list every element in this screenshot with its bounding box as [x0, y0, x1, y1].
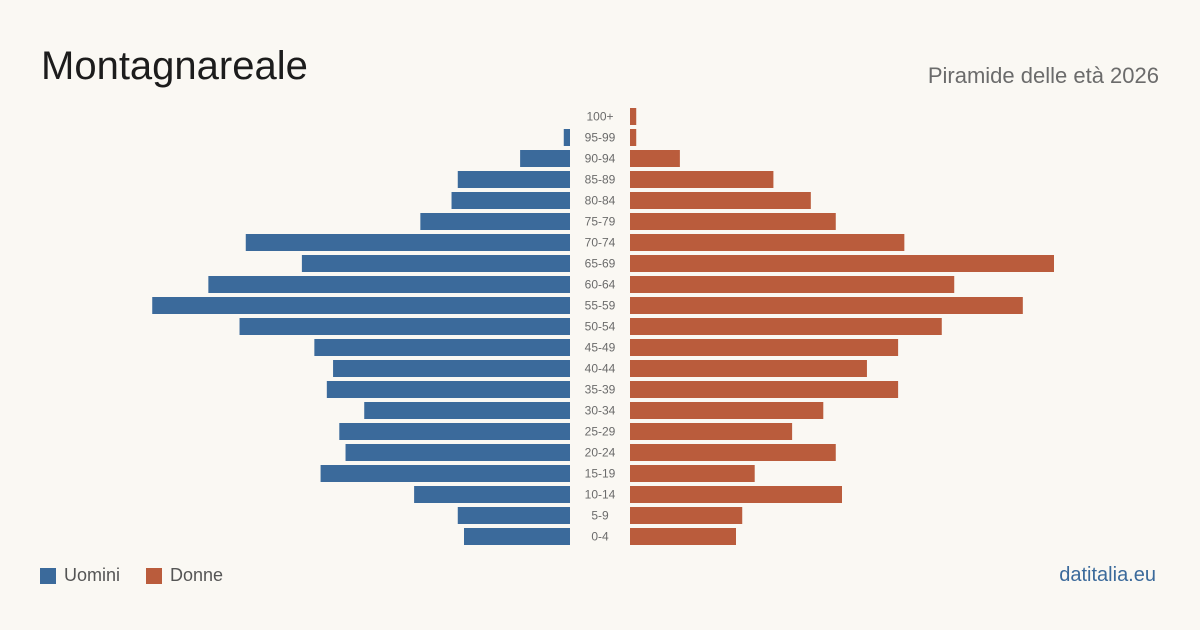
- age-label-55-59: 55-59: [585, 299, 616, 313]
- age-label-40-44: 40-44: [585, 362, 616, 376]
- bar-women-5-9: [630, 507, 743, 524]
- bar-men-10-14: [414, 486, 570, 503]
- bar-women-35-39: [630, 381, 899, 398]
- bar-men-80-84: [451, 192, 570, 209]
- bar-men-15-19: [320, 465, 570, 482]
- bar-women-25-29: [630, 423, 793, 440]
- bar-men-50-54: [239, 318, 570, 335]
- legend-swatch-women: [146, 567, 163, 584]
- age-label-25-29: 25-29: [585, 425, 616, 439]
- bar-men-95-99: [563, 129, 570, 146]
- bar-women-95-99: [630, 129, 637, 146]
- age-label-90-94: 90-94: [585, 152, 616, 166]
- bar-men-5-9: [457, 507, 570, 524]
- age-label-80-84: 80-84: [585, 194, 616, 208]
- brand-link[interactable]: datitalia.eu: [1059, 564, 1156, 586]
- bar-women-80-84: [630, 192, 811, 209]
- age-label-15-19: 15-19: [585, 467, 616, 481]
- age-label-95-99: 95-99: [585, 131, 616, 145]
- bar-men-45-49: [314, 339, 570, 356]
- bar-men-90-94: [520, 150, 570, 167]
- bar-women-20-24: [630, 444, 836, 461]
- bar-women-50-54: [630, 318, 942, 335]
- chart-title: Montagnareale: [41, 44, 308, 88]
- bar-men-35-39: [326, 381, 570, 398]
- bar-women-0-4: [630, 528, 736, 545]
- bar-women-75-79: [630, 213, 836, 230]
- age-label-20-24: 20-24: [585, 446, 616, 460]
- bar-men-20-24: [345, 444, 570, 461]
- age-label-10-14: 10-14: [585, 488, 616, 502]
- legend: Uomini Donne: [40, 565, 249, 586]
- bar-women-55-59: [630, 297, 1023, 314]
- age-label-65-69: 65-69: [585, 257, 616, 271]
- bar-women-60-64: [630, 276, 955, 293]
- bar-men-75-79: [420, 213, 570, 230]
- bar-women-65-69: [630, 255, 1054, 272]
- bar-men-25-29: [339, 423, 570, 440]
- age-label-75-79: 75-79: [585, 215, 616, 229]
- chart-subtitle: Piramide delle età 2026: [927, 63, 1159, 88]
- bar-men-30-34: [364, 402, 570, 419]
- legend-label-women: Donne: [170, 565, 224, 585]
- bar-women-10-14: [630, 486, 842, 503]
- age-label-70-74: 70-74: [585, 236, 616, 250]
- bar-men-55-59: [152, 297, 570, 314]
- legend-label-men: Uomini: [64, 565, 121, 585]
- age-label-100+: 100+: [586, 110, 613, 124]
- bar-women-85-89: [630, 171, 774, 188]
- bar-women-40-44: [630, 360, 867, 377]
- bar-men-60-64: [208, 276, 570, 293]
- age-label-0-4: 0-4: [591, 530, 609, 544]
- bar-women-70-74: [630, 234, 905, 251]
- bar-women-30-34: [630, 402, 824, 419]
- age-label-35-39: 35-39: [585, 383, 616, 397]
- age-label-5-9: 5-9: [591, 509, 609, 523]
- age-label-50-54: 50-54: [585, 320, 616, 334]
- legend-item-men: Uomini: [40, 565, 120, 586]
- age-label-30-34: 30-34: [585, 404, 616, 418]
- age-label-85-89: 85-89: [585, 173, 616, 187]
- legend-item-women: Donne: [146, 565, 223, 586]
- bar-men-70-74: [245, 234, 570, 251]
- bar-men-65-69: [301, 255, 570, 272]
- bar-men-85-89: [457, 171, 570, 188]
- legend-swatch-men: [40, 567, 56, 584]
- bar-women-100+: [630, 108, 637, 125]
- bar-women-15-19: [630, 465, 755, 482]
- age-label-60-64: 60-64: [585, 278, 616, 292]
- bar-women-90-94: [630, 150, 680, 167]
- bar-men-40-44: [333, 360, 570, 377]
- bar-women-45-49: [630, 339, 899, 356]
- bar-men-0-4: [464, 528, 570, 545]
- age-label-45-49: 45-49: [585, 341, 616, 355]
